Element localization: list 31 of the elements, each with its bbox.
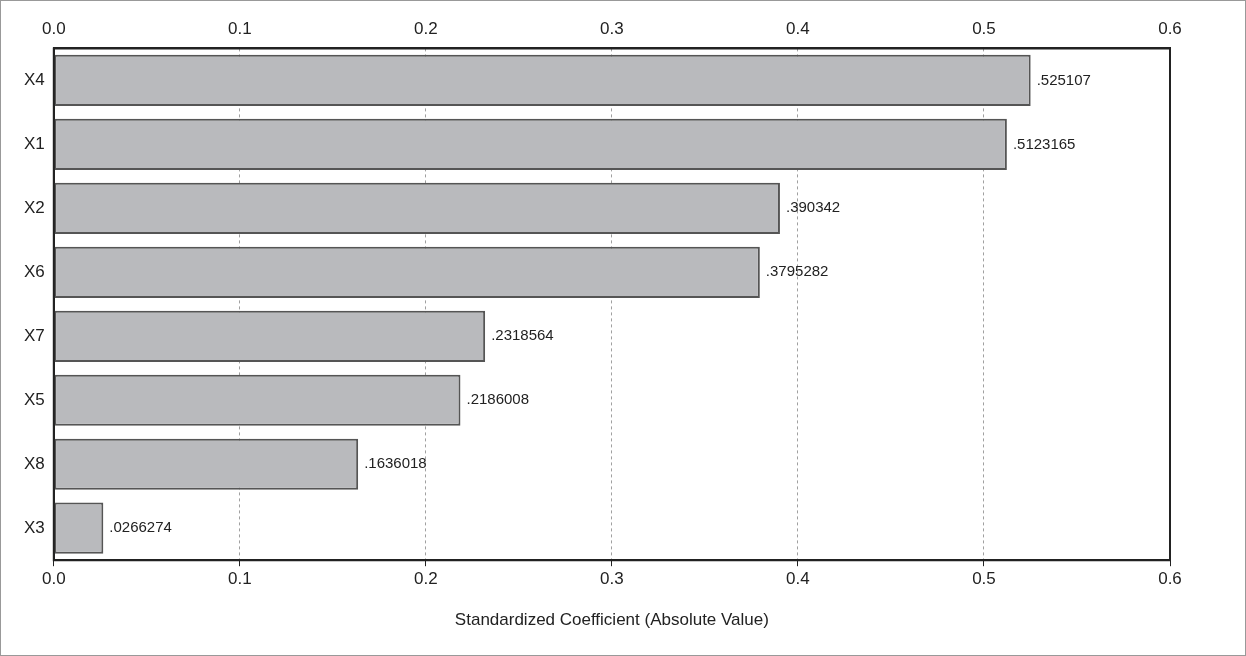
x2-tick-label: 0.6: [1158, 569, 1182, 589]
x-tick-label: 0.0: [41, 18, 66, 38]
x2-tick-label: 0.5: [972, 569, 996, 589]
x-tick-label: 0.2: [414, 18, 438, 38]
x2-tick-label: 0.2: [414, 569, 438, 589]
y-tick-label: X5: [24, 389, 45, 409]
x2-tick-label: 0.1: [228, 569, 252, 589]
x-tick-label: 0.6: [1158, 18, 1182, 38]
data-label: .390342: [785, 198, 841, 216]
y-tick-label: X8: [24, 453, 45, 473]
data-label: .0266274: [109, 518, 172, 536]
x2-tick-label: 0.4: [786, 569, 810, 589]
data-label: .2318564: [491, 326, 554, 344]
y-tick-label: X3: [24, 517, 45, 537]
x-tick-label: 0.4: [786, 18, 810, 38]
data-label: .525107: [1036, 70, 1091, 88]
y-tick-label: X2: [24, 198, 45, 218]
x2-tick-label: 0.0: [41, 569, 66, 589]
x-tick-label: 0.1: [228, 18, 252, 38]
data-label: .5123165: [1012, 134, 1076, 152]
data-label: .1636018: [364, 454, 427, 472]
data-label: .2186008: [466, 390, 530, 408]
y-tick-label: X6: [24, 262, 45, 281]
data-label: .3795282: [765, 262, 829, 280]
x2-tick-label: 0.3: [600, 569, 624, 589]
x-tick-label: 0.5: [972, 18, 996, 38]
x-axis-title: Standardized Coefficient (Absolute Value): [454, 610, 769, 630]
y-tick-label: X4: [24, 70, 45, 90]
y-tick-label: X7: [24, 325, 45, 345]
y-tick-label: X1: [24, 134, 45, 154]
x-tick-label: 0.3: [600, 18, 624, 38]
